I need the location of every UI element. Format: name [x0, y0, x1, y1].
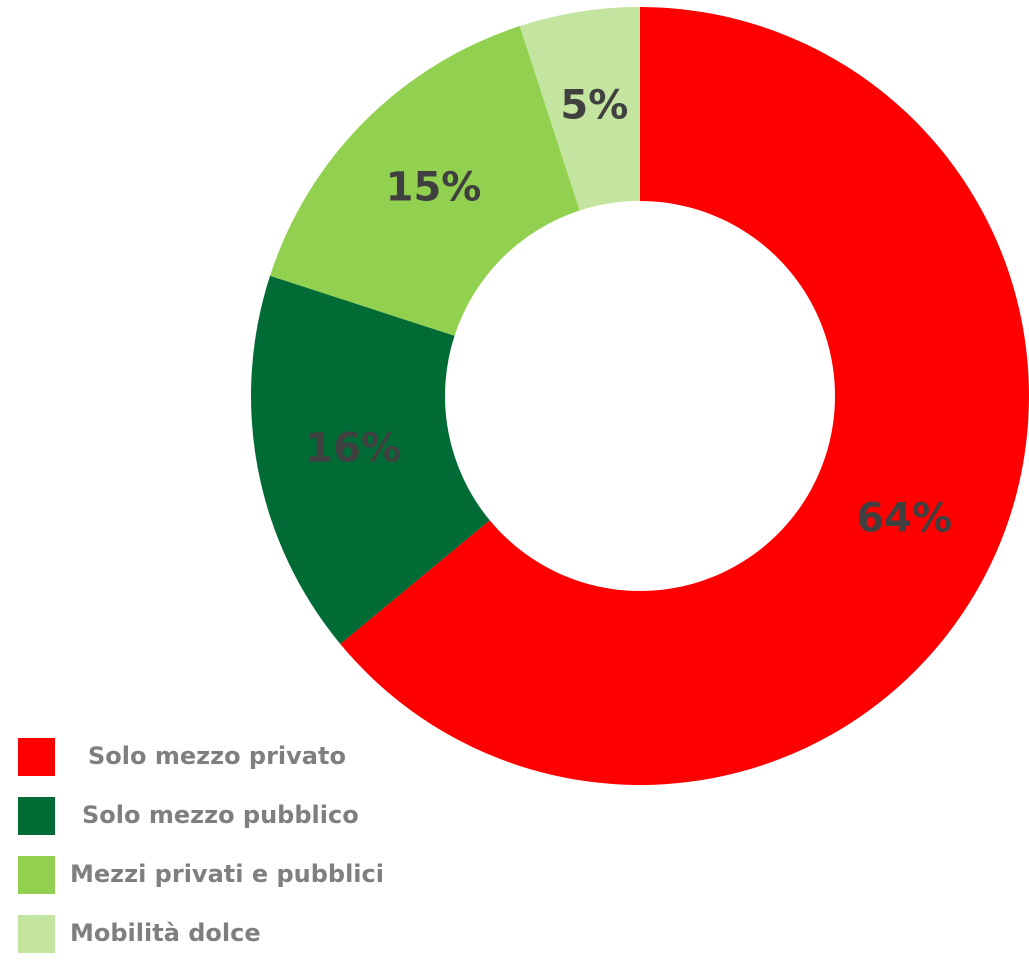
slice: [519, 7, 640, 211]
legend-swatch: [18, 797, 55, 835]
legend-label: Solo mezzo privato: [88, 742, 346, 770]
slice: [340, 7, 1029, 786]
legend-swatch: [18, 856, 55, 894]
value-label: 64%: [856, 495, 952, 541]
legend-swatch: [18, 738, 55, 776]
slice: [250, 275, 490, 644]
legend-swatch: [18, 915, 55, 953]
value-label: 5%: [560, 83, 628, 129]
legend-label: Mobilità dolce: [70, 919, 261, 947]
slice: [270, 26, 580, 336]
value-label: 15%: [386, 165, 482, 211]
legend-label: Solo mezzo pubblico: [82, 801, 359, 829]
legend-label: Mezzi privati e pubblici: [70, 860, 384, 888]
value-label: 16%: [305, 426, 401, 472]
